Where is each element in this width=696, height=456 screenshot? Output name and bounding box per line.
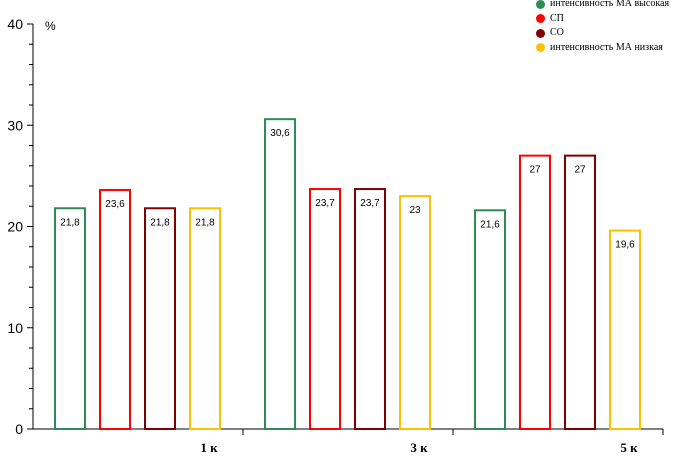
data-label: 23,7 (315, 198, 335, 209)
bar (189, 207, 221, 430)
data-label: 27 (529, 165, 541, 176)
legend-item: СП (536, 12, 669, 27)
bar (474, 209, 506, 430)
legend-item: СО (536, 26, 669, 41)
bar (564, 154, 596, 430)
bar (354, 188, 386, 430)
bar (264, 118, 296, 431)
legend-label: интенсивность МА низкая (550, 41, 663, 53)
legend-label: СО (550, 27, 564, 38)
legend: интенсивность МА высокая СП СО интенсивност… (536, 0, 669, 55)
legend-item: интенсивность МА низкая (536, 41, 669, 56)
category-label: 3 к (410, 440, 428, 455)
bars (54, 118, 641, 431)
bar (609, 229, 641, 430)
data-label: 21,6 (480, 219, 500, 230)
axes (27, 23, 664, 435)
y-axis-unit: % (45, 19, 56, 33)
bar (99, 189, 131, 430)
data-label: 23,6 (105, 199, 125, 210)
y-tick-label: 10 (7, 320, 23, 336)
bar (519, 154, 551, 430)
legend-marker-icon (536, 0, 545, 9)
data-label: 21,8 (60, 217, 80, 228)
bar (144, 207, 176, 430)
legend-marker-icon (536, 28, 545, 38)
data-label: 21,8 (150, 217, 170, 228)
y-tick-label: 30 (7, 117, 23, 133)
labels: 0 10 20 30 40 % 21,8 23,6 21,8 21,8 1 к 30,6 23,7 23,… (7, 16, 638, 455)
data-label: 23,7 (360, 198, 380, 209)
data-label: 21,8 (195, 217, 215, 228)
legend-label: СП (550, 12, 564, 24)
data-label: 27 (574, 165, 586, 176)
legend-marker-icon (536, 43, 545, 53)
bar (54, 207, 86, 430)
data-label: 23 (409, 205, 421, 216)
bar (309, 188, 341, 430)
y-tick-label: 40 (7, 16, 23, 32)
y-tick-label: 20 (7, 219, 23, 235)
data-label: 30,6 (270, 128, 290, 139)
category-label: 5 к (620, 440, 638, 455)
y-tick-label: 0 (15, 421, 23, 437)
legend-marker-icon (536, 14, 545, 24)
legend-label: интенсивность МА высокая (550, 0, 670, 9)
data-label: 19,6 (615, 240, 635, 251)
category-label: 1 к (200, 440, 218, 455)
legend-item: интенсивность МА высокая (536, 0, 669, 12)
bar (399, 195, 431, 430)
